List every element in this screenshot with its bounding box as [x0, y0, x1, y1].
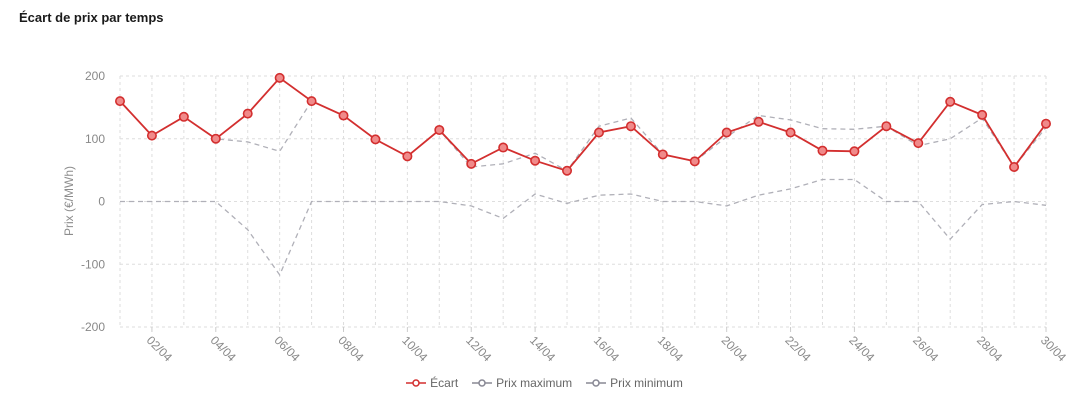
x-tick-label: 04/04: [208, 333, 239, 364]
y-axis-ticks: 200 100 0 -100 -200: [81, 69, 105, 334]
legend-label: Écart: [430, 376, 459, 390]
y-tick-label: -200: [81, 320, 105, 334]
series-line: [120, 178, 1047, 277]
series-2: [120, 178, 1047, 277]
legend-label: Prix maximum: [496, 376, 573, 390]
data-point[interactable]: [753, 116, 764, 127]
data-point[interactable]: [593, 127, 604, 138]
data-point[interactable]: [498, 142, 509, 153]
x-tick-label: 28/04: [974, 333, 1005, 364]
x-tick-label: 16/04: [591, 333, 622, 364]
legend-swatch-dot: [478, 379, 486, 387]
data-point[interactable]: [625, 121, 636, 132]
data-point[interactable]: [817, 145, 828, 156]
legend-swatch-icon: [406, 379, 427, 387]
x-axis-ticks: 02/04 04/04 06/04 08/04 10/04 12/04 14/04 16/04…: [144, 327, 1069, 365]
data-point[interactable]: [370, 134, 381, 145]
data-point[interactable]: [849, 146, 860, 157]
data-point[interactable]: [945, 96, 956, 107]
data-point[interactable]: [1009, 161, 1020, 172]
x-tick-label: 02/04: [144, 333, 175, 364]
data-point[interactable]: [913, 138, 924, 149]
data-point[interactable]: [881, 121, 892, 132]
series-0: [115, 72, 1052, 176]
x-tick-label: 06/04: [272, 333, 303, 364]
x-tick-label: 08/04: [335, 333, 366, 364]
data-point[interactable]: [210, 133, 221, 144]
data-point[interactable]: [306, 96, 317, 107]
chart-title: Écart de prix par temps: [19, 10, 164, 25]
data-point[interactable]: [562, 165, 573, 176]
data-point[interactable]: [338, 110, 349, 121]
x-tick-label: 12/04: [463, 333, 494, 364]
y-tick-label: 0: [98, 195, 105, 209]
data-point[interactable]: [657, 149, 668, 160]
x-tick-label: 10/04: [399, 333, 430, 364]
x-tick-label: 24/04: [846, 333, 877, 364]
series-1: [119, 100, 1047, 172]
data-point[interactable]: [1041, 118, 1052, 129]
data-point[interactable]: [530, 155, 541, 166]
x-tick-label: 26/04: [910, 333, 941, 364]
data-point[interactable]: [977, 109, 988, 120]
legend-label: Prix minimum: [610, 376, 683, 390]
data-point[interactable]: [721, 127, 732, 138]
x-tick-label: 30/04: [1038, 333, 1069, 364]
grid: [119, 75, 1047, 328]
legend-item[interactable]: Écart: [406, 376, 458, 390]
legend-swatch-dot: [412, 379, 420, 387]
legend-swatch-icon: [586, 379, 607, 387]
data-point[interactable]: [115, 96, 126, 107]
data-point[interactable]: [689, 156, 700, 167]
x-tick-label: 18/04: [655, 333, 686, 364]
legend-item[interactable]: Prix maximum: [472, 376, 572, 390]
x-tick-label: 14/04: [527, 333, 558, 364]
data-point[interactable]: [274, 72, 285, 83]
data-point[interactable]: [146, 130, 157, 141]
legend-item[interactable]: Prix minimum: [586, 376, 683, 390]
data-point[interactable]: [242, 108, 253, 119]
x-tick-label: 22/04: [782, 333, 813, 364]
x-tick-label: 20/04: [719, 333, 750, 364]
y-tick-label: -100: [81, 257, 105, 271]
data-point[interactable]: [178, 111, 189, 122]
series-line: [119, 100, 1047, 172]
y-axis-label: Prix (€/MWh): [62, 166, 76, 236]
data-point[interactable]: [434, 124, 445, 135]
data-point[interactable]: [466, 158, 477, 169]
data-point[interactable]: [402, 151, 413, 162]
legend-swatch-dot: [592, 379, 600, 387]
data-point[interactable]: [785, 127, 796, 138]
legend-swatch-icon: [472, 379, 493, 387]
legend: Écart Prix maximum Prix minimum: [0, 376, 1089, 390]
series-line: [119, 76, 1047, 172]
y-tick-label: 100: [85, 132, 105, 146]
series: [115, 72, 1052, 277]
y-tick-label: 200: [85, 69, 105, 83]
